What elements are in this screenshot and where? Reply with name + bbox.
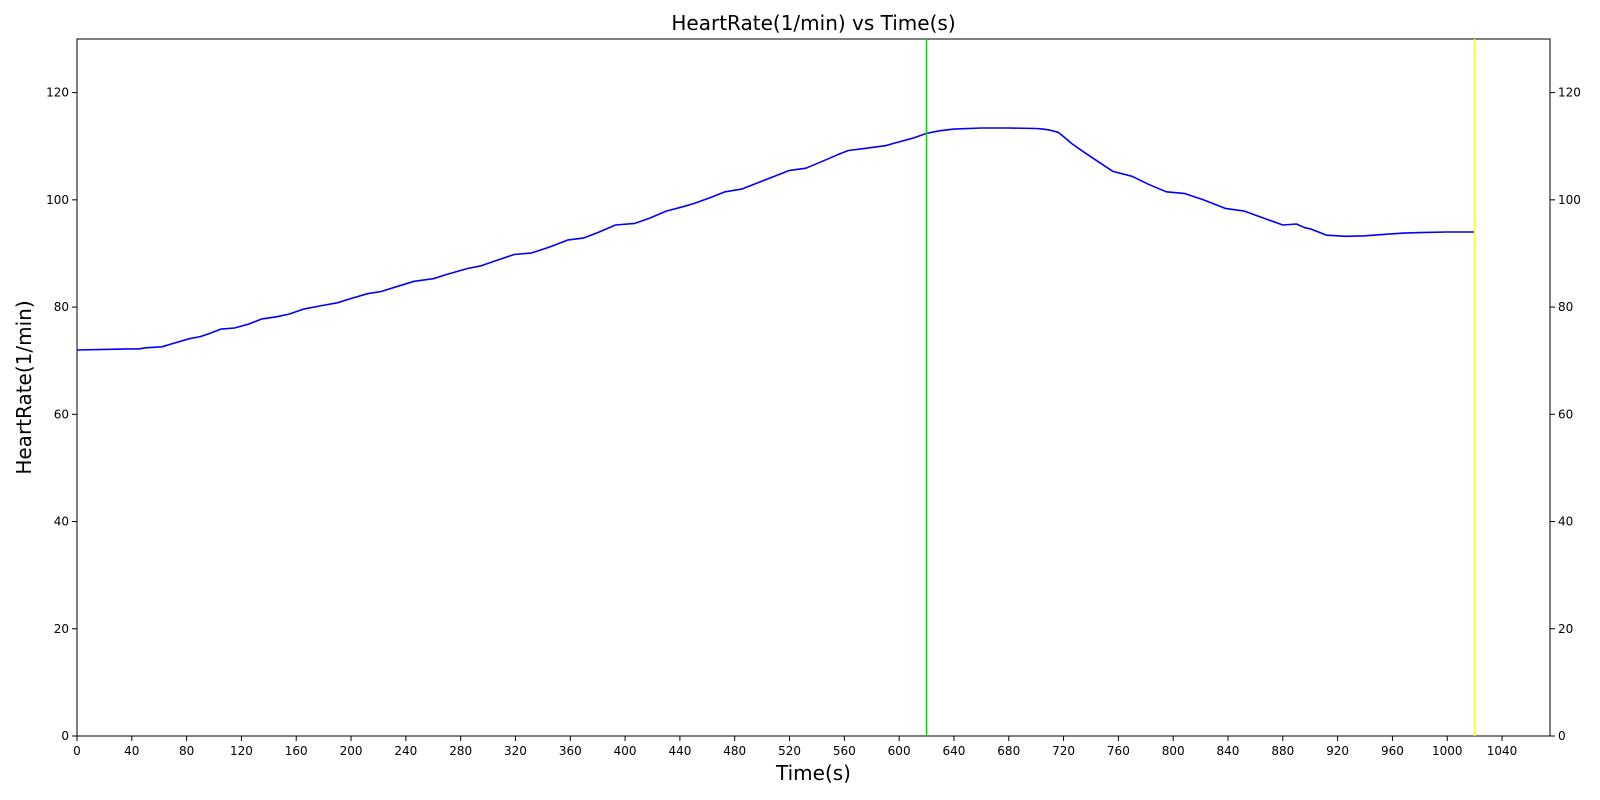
x-tick-label: 400 (614, 744, 637, 758)
x-tick-label: 40 (124, 744, 139, 758)
x-tick-label: 640 (942, 744, 965, 758)
right-y-tick-label: 60 (1558, 407, 1573, 421)
x-tick-label: 320 (504, 744, 527, 758)
x-axis-title: Time(s) (775, 761, 851, 785)
x-tick-label: 520 (778, 744, 801, 758)
plot-frame (76, 38, 1551, 737)
y-tick-label: 0 (61, 729, 69, 743)
right-y-tick-label: 120 (1558, 86, 1581, 100)
x-tick-label: 1000 (1432, 744, 1463, 758)
y-tick-label: 80 (54, 300, 69, 314)
x-tick-label: 280 (449, 744, 472, 758)
x-tick-label: 480 (723, 744, 746, 758)
x-tick-label: 160 (285, 744, 308, 758)
x-tick-label: 600 (888, 744, 911, 758)
x-tick-label: 200 (340, 744, 363, 758)
right-y-tick-label: 20 (1558, 622, 1573, 636)
x-tick-label: 920 (1326, 744, 1349, 758)
x-tick-label: 760 (1107, 744, 1130, 758)
x-tick-label: 80 (179, 744, 194, 758)
chart-title: HeartRate(1/min) vs Time(s) (671, 11, 955, 35)
x-tick-label: 800 (1162, 744, 1185, 758)
x-tick-label: 960 (1381, 744, 1404, 758)
x-tick-label: 1040 (1487, 744, 1518, 758)
y-tick-label: 20 (54, 622, 69, 636)
x-tick-label: 360 (559, 744, 582, 758)
right-y-tick-label: 0 (1558, 729, 1566, 743)
x-tick-label: 0 (73, 744, 81, 758)
plot-area: 0 40 80 120 160 200 240 280 320 360 400 440 480 520 56… (46, 38, 1581, 758)
y-axis-title: HeartRate(1/min) (12, 300, 36, 474)
series-line-1 (76, 127, 1475, 351)
y-tick-label: 40 (54, 515, 69, 529)
right-y-tick-label: 40 (1558, 515, 1573, 529)
right-y-tick-label: 80 (1558, 300, 1573, 314)
x-tick-label: 240 (394, 744, 417, 758)
x-tick-label: 560 (833, 744, 856, 758)
y-tick-label: 100 (46, 193, 69, 207)
x-tick-label: 840 (1217, 744, 1240, 758)
y-tick-label: 120 (46, 86, 69, 100)
x-tick-label: 440 (668, 744, 691, 758)
y-tick-label: 60 (54, 407, 69, 421)
right-y-tick-label: 100 (1558, 193, 1581, 207)
x-tick-label: 120 (230, 744, 253, 758)
x-tick-label: 880 (1271, 744, 1294, 758)
x-tick-label: 680 (997, 744, 1020, 758)
x-tick-label: 720 (1052, 744, 1075, 758)
